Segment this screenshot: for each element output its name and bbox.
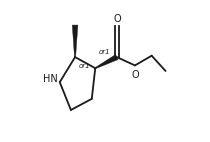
Text: HN: HN	[43, 74, 57, 84]
Text: O: O	[113, 14, 121, 24]
Polygon shape	[72, 25, 78, 57]
Polygon shape	[95, 55, 118, 69]
Text: O: O	[131, 70, 139, 80]
Text: or1: or1	[99, 49, 110, 55]
Text: or1: or1	[79, 63, 90, 69]
